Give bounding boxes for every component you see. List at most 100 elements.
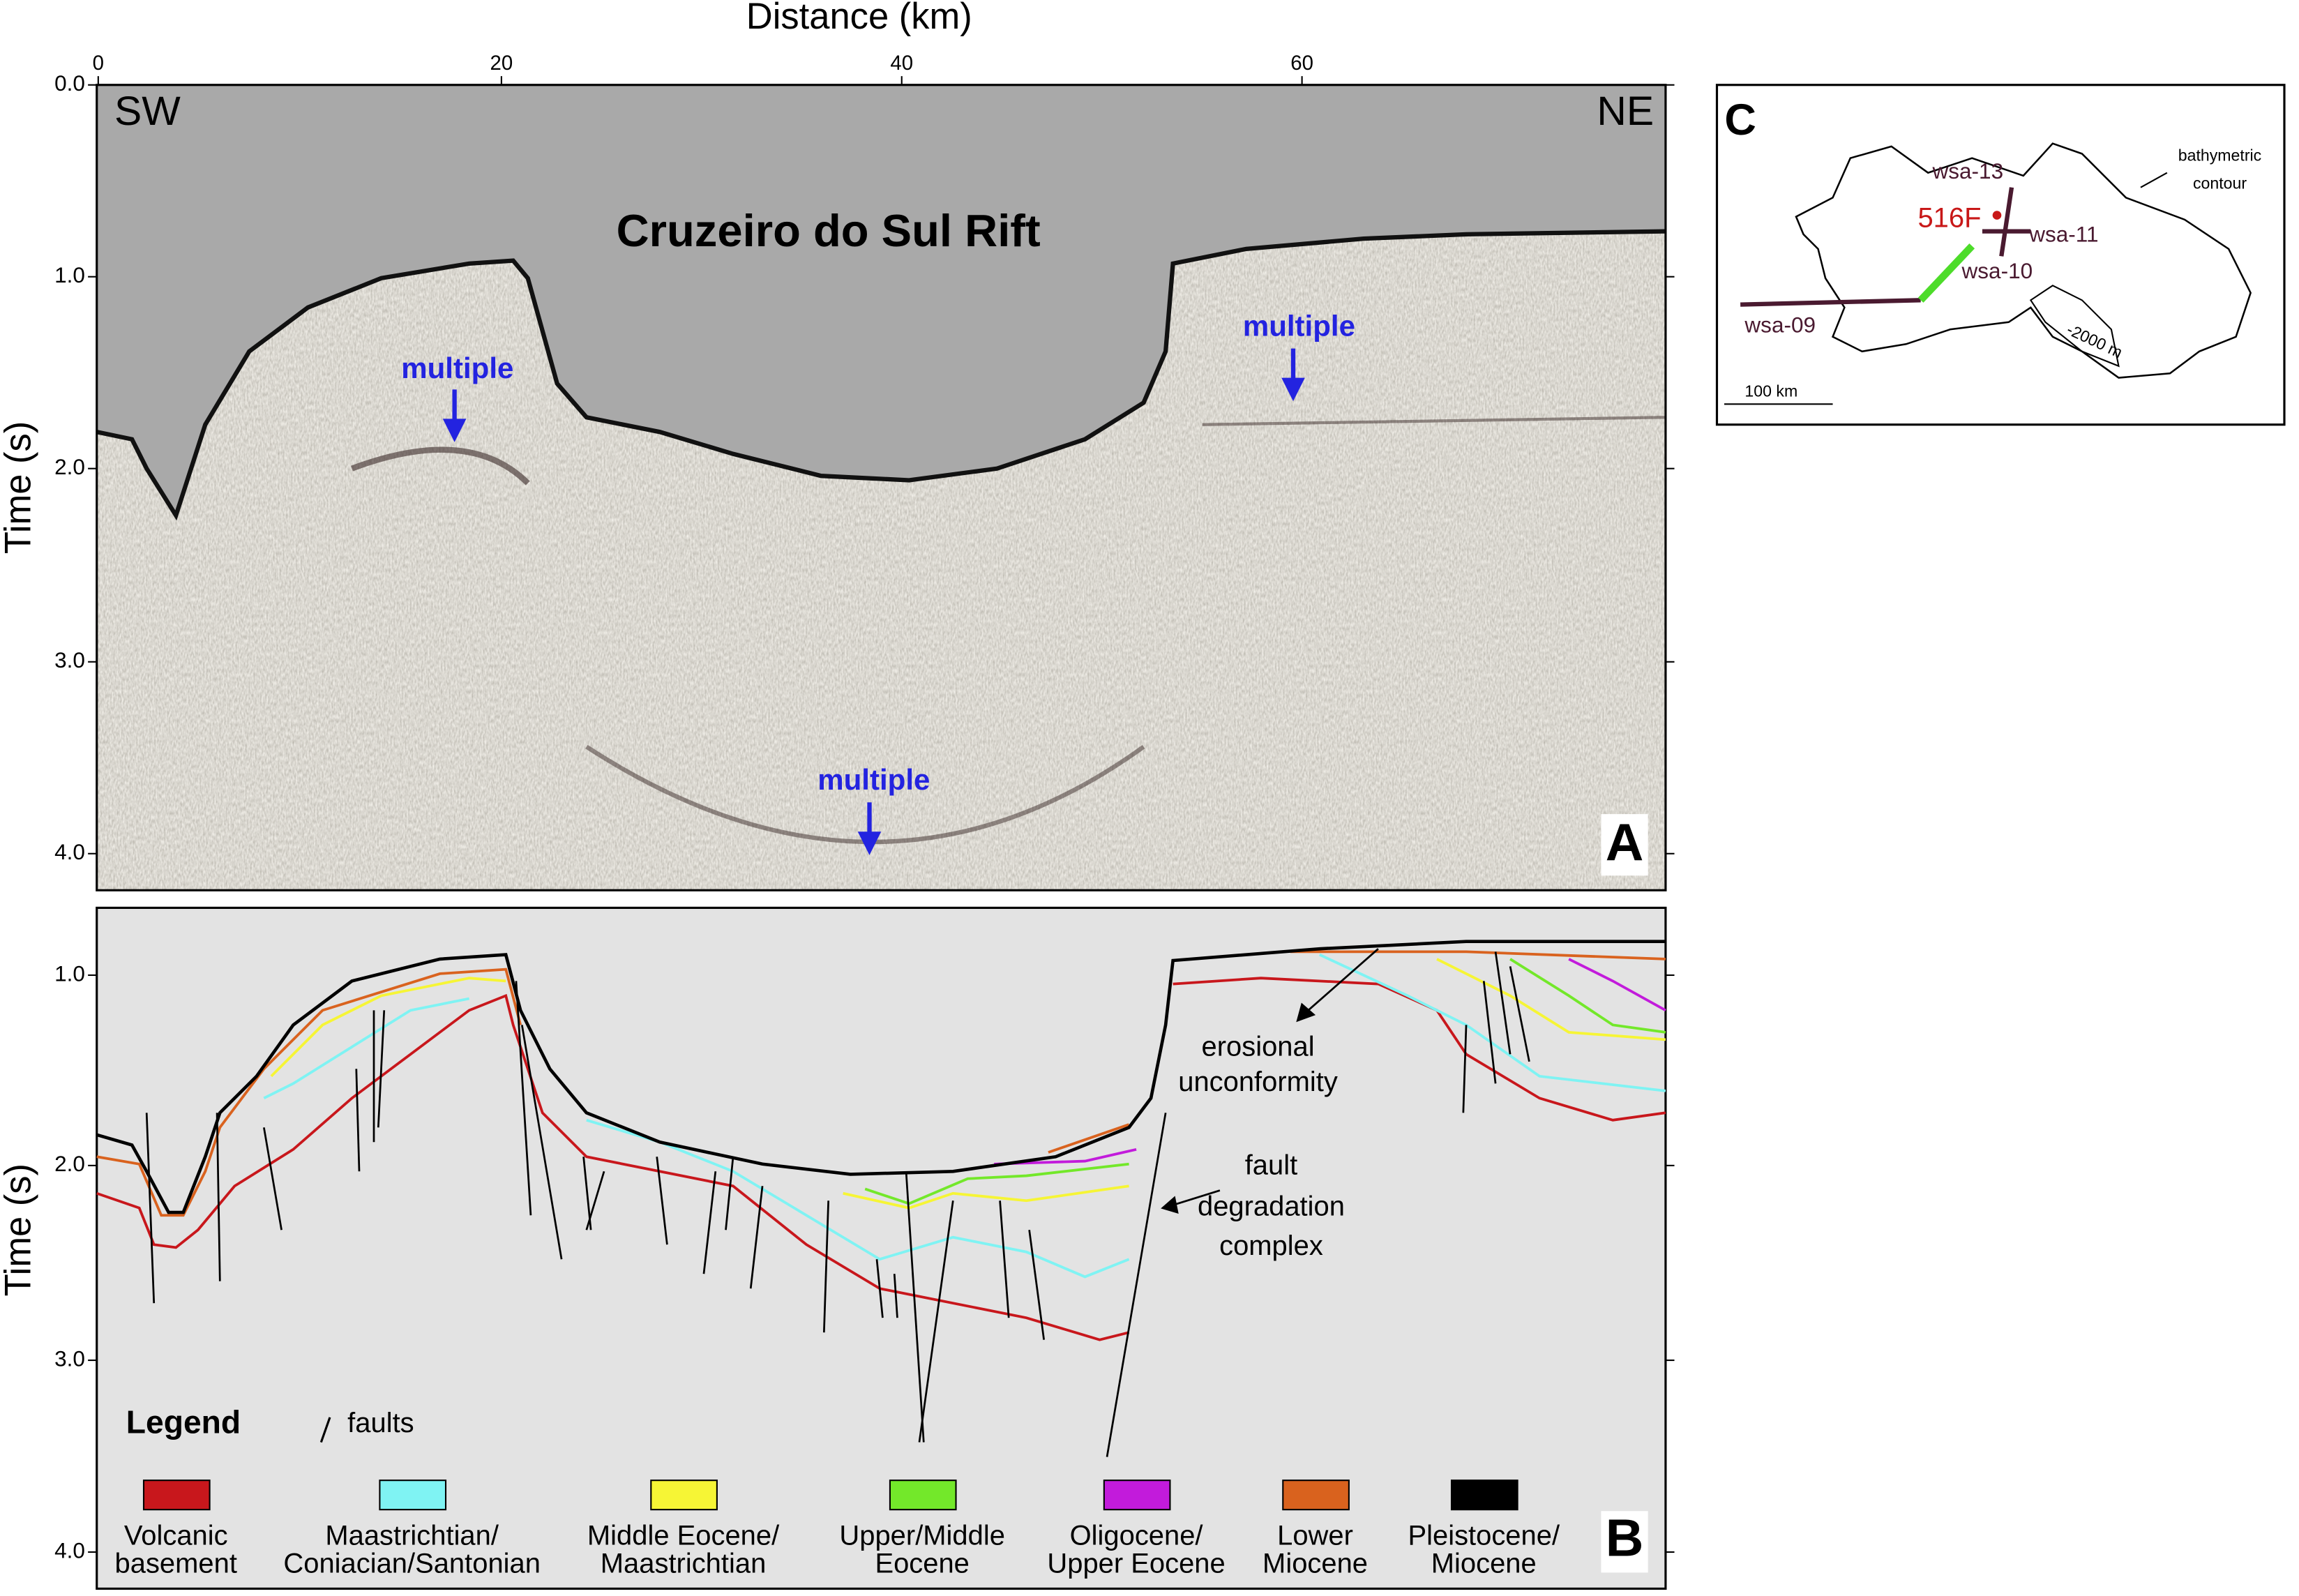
fault <box>875 1259 884 1318</box>
x-axis-title: Distance (km) <box>746 0 972 37</box>
fault <box>355 1069 361 1172</box>
legend-label: Upper Eocene <box>1047 1548 1225 1579</box>
y-tick-label: 4.0 <box>54 1537 85 1563</box>
y-axis-title: Time (s) <box>0 1164 38 1296</box>
legend-label: Lower <box>1277 1521 1353 1551</box>
fault <box>1106 1113 1167 1457</box>
map-label: wsa-13 <box>1931 158 2003 183</box>
fault <box>702 1171 717 1274</box>
fault <box>999 1200 1010 1318</box>
horizon <box>1173 977 1666 1122</box>
legend-label: Middle Eocene/ <box>587 1521 780 1551</box>
panel-a-frame <box>96 84 1667 891</box>
panel-label: B <box>1606 1509 1644 1567</box>
annotation: multiple <box>401 352 513 384</box>
horizon <box>1509 958 1666 1034</box>
legend-label: Pleistocene/ <box>1408 1521 1560 1551</box>
y-tick-label: 3.0 <box>54 647 85 672</box>
y-axis-title: Time (s) <box>0 421 38 554</box>
pointer-arrows <box>1161 948 1379 1214</box>
y-tick-label: 4.0 <box>54 839 85 864</box>
y-tick-label: 2.0 <box>54 454 85 479</box>
fault <box>918 1200 954 1443</box>
fault <box>1509 966 1530 1062</box>
legend-swatch <box>142 1480 211 1511</box>
horizon <box>270 977 506 1078</box>
horizon <box>1436 958 1666 1041</box>
fault <box>749 1186 764 1289</box>
y-tick-label: 0.0 <box>54 70 85 96</box>
legend-label: Volcanic <box>124 1521 228 1551</box>
legend-label: Miocene <box>1431 1548 1537 1579</box>
x-tick-label: 60 <box>1290 52 1313 75</box>
annotation: multiple <box>817 763 930 796</box>
panel-label: A <box>1606 813 1644 872</box>
map <box>1724 142 2252 405</box>
fault <box>263 1127 282 1230</box>
annotation: complex <box>1219 1230 1323 1261</box>
y-tick-label: 1.0 <box>54 262 85 287</box>
fault <box>1028 1230 1046 1340</box>
horizon <box>263 997 470 1100</box>
annotation: unconformity <box>1178 1067 1338 1097</box>
y-tick-label: 1.0 <box>54 961 85 986</box>
map-label: 516F <box>1917 202 1981 233</box>
fault <box>822 1200 830 1333</box>
fault-symbol <box>319 1417 331 1443</box>
fault <box>1482 981 1497 1084</box>
annotation: multiple <box>1243 309 1355 342</box>
legend-label: Upper/Middle <box>839 1521 1005 1551</box>
seismic-image <box>96 84 1666 891</box>
panel-label: C <box>1724 96 1756 144</box>
panel-b-frame <box>96 906 1667 1590</box>
fault <box>145 1113 156 1304</box>
panel-label-box <box>1601 1511 1648 1573</box>
horizon <box>96 993 1130 1341</box>
legend-swatch <box>889 1480 957 1511</box>
map-label: wsa-09 <box>1744 312 1816 337</box>
legend-swatch <box>1103 1480 1171 1511</box>
horizon <box>1048 1123 1130 1154</box>
fault <box>893 1274 898 1318</box>
x-tick-label: 20 <box>490 52 513 75</box>
fault <box>1494 951 1512 1055</box>
horizon <box>864 1162 1129 1205</box>
fault <box>725 1157 734 1230</box>
map-label: contour <box>2193 174 2247 193</box>
panel-label-box <box>1601 814 1648 876</box>
legend-swatch <box>1450 1480 1518 1511</box>
y-tick-label: 2.0 <box>54 1151 85 1176</box>
legend-title: Legend <box>126 1404 241 1440</box>
annotation: erosional <box>1202 1032 1315 1062</box>
map-label: wsa-10 <box>1961 258 2033 283</box>
x-tick-label: 40 <box>890 52 913 75</box>
horizon <box>96 940 1666 1214</box>
fault <box>585 1170 605 1230</box>
horizon <box>1290 950 1666 961</box>
legend-label: Coniacian/Santonian <box>283 1548 541 1579</box>
annotation: fault <box>1245 1150 1297 1181</box>
y-tick-label: 3.0 <box>54 1346 85 1371</box>
horizon <box>1568 958 1666 1012</box>
fault <box>520 1025 563 1260</box>
arrows <box>442 348 1305 855</box>
map-label: bathymetric <box>2178 146 2261 165</box>
corner-label: SW <box>114 89 181 134</box>
horizon <box>586 1118 1130 1279</box>
annotation: degradation <box>1198 1191 1345 1221</box>
horizon <box>96 968 522 1217</box>
fault <box>377 1010 386 1128</box>
corner-label: NE <box>1597 89 1654 134</box>
horizon <box>843 1184 1129 1210</box>
x-tick-label: 0 <box>93 52 104 75</box>
legend-swatch <box>650 1480 718 1511</box>
legend-swatch <box>1282 1480 1350 1511</box>
map-label: wsa-11 <box>2028 221 2098 246</box>
legend-label: Eocene <box>875 1548 969 1579</box>
legend-swatch <box>379 1480 447 1511</box>
map-label: 100 km <box>1744 382 1797 400</box>
legend-label: Oligocene/ <box>1070 1521 1204 1551</box>
section-title: Cruzeiro do Sul Rift <box>617 205 1041 256</box>
